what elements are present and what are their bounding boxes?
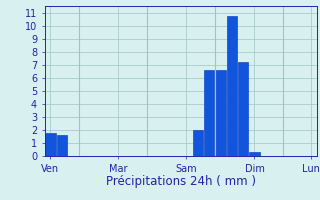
Bar (227, 16, 237, 156)
Bar (45, 133, 56, 156)
Bar (57, 135, 67, 156)
Bar (238, 62, 248, 156)
Bar (249, 152, 260, 156)
X-axis label: Précipitations 24h ( mm ): Précipitations 24h ( mm ) (106, 175, 256, 188)
Bar (204, 70, 214, 156)
Bar (215, 70, 226, 156)
Bar (193, 130, 203, 156)
